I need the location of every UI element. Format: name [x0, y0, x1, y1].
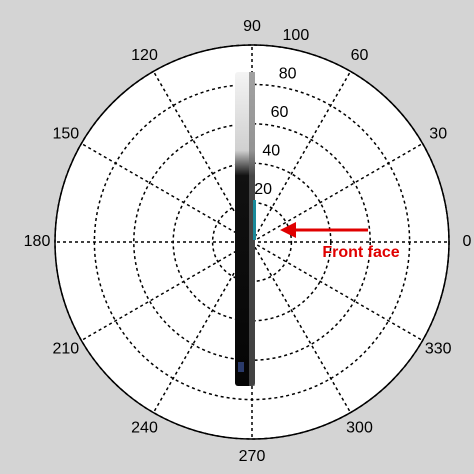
grid-spoke	[81, 241, 253, 342]
grid-spoke	[251, 241, 423, 342]
grid-spoke	[251, 71, 352, 243]
theta-tick-label: 0	[463, 233, 472, 250]
grid-spoke	[81, 142, 253, 243]
annotation: Front face	[280, 222, 400, 261]
device-image	[235, 72, 256, 386]
annotation-text: Front face	[322, 244, 399, 261]
theta-tick-label: 180	[24, 233, 51, 250]
theta-tick-label: 240	[131, 419, 158, 436]
theta-tick-label: 90	[243, 18, 261, 35]
theta-tick-label: 330	[425, 341, 452, 358]
phone-edge	[249, 72, 255, 386]
theta-tick-label: 210	[52, 341, 79, 358]
r-tick-label: 80	[279, 65, 297, 82]
theta-tick-label: 270	[239, 448, 266, 465]
grid-ring	[54, 44, 450, 440]
phone-button	[253, 200, 256, 240]
theta-tick-label: 300	[346, 419, 373, 436]
theta-tick-label: 120	[131, 47, 158, 64]
grid-ring	[133, 123, 371, 361]
grid-spoke	[251, 241, 352, 413]
theta-tick-label: 60	[351, 47, 369, 64]
r-tick-label: 60	[271, 104, 289, 121]
labels: 20 40 60 80 100 0 30 60 90 120 150 180 210 240 270 300 3…	[24, 18, 472, 465]
grid-spoke	[251, 142, 423, 243]
annotation-arrowhead	[280, 222, 296, 238]
r-tick-label: 20	[254, 181, 272, 198]
phone-logo	[238, 362, 244, 372]
theta-tick-label: 150	[52, 126, 79, 143]
r-tick-label: 40	[262, 142, 280, 159]
theta-tick-label: 30	[429, 126, 447, 143]
r-tick-label: 100	[283, 27, 310, 44]
